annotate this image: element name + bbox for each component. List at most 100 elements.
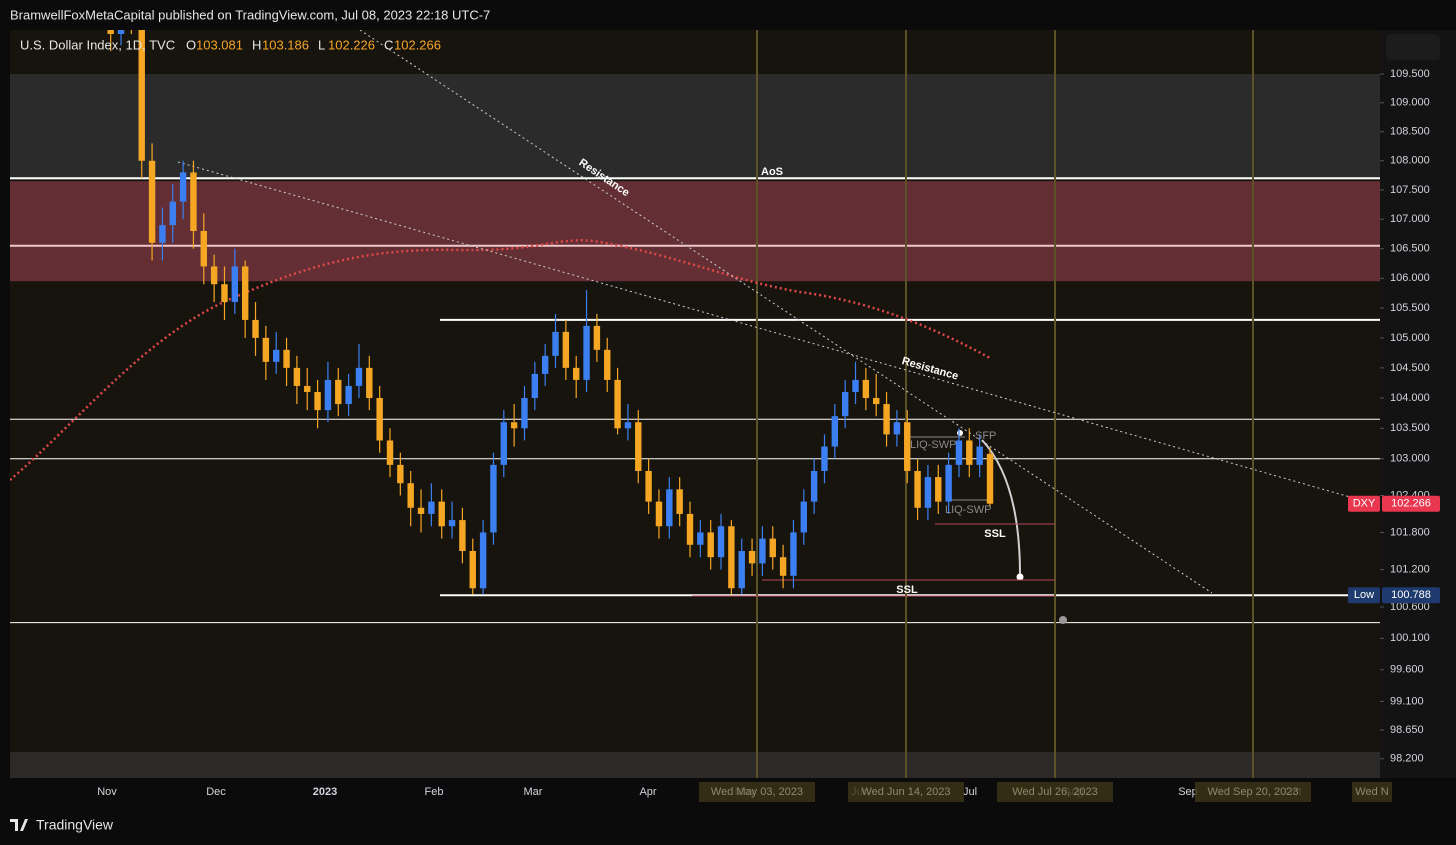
trendline — [177, 161, 1351, 498]
brand: TradingView — [36, 817, 114, 833]
candle-body — [273, 349, 280, 362]
candle-body — [769, 538, 776, 558]
y-tick-label: 98.650 — [1390, 724, 1424, 736]
candle-body — [852, 379, 859, 392]
annotation: AoS — [761, 166, 783, 178]
y-tick-label: 101.200 — [1390, 563, 1430, 575]
x-tick-label: 2023 — [313, 786, 337, 798]
candle-body — [448, 520, 456, 527]
candle-body — [935, 477, 942, 502]
candle-body — [914, 470, 921, 508]
candle-body — [810, 470, 818, 502]
candle-body — [697, 532, 704, 545]
x-tick-label: Feb — [425, 786, 444, 798]
price-badge-label: DXY — [1353, 498, 1376, 510]
ohlc-key: H — [252, 37, 261, 52]
candle-body — [748, 550, 756, 564]
candle-body — [873, 398, 880, 405]
candle-body — [500, 422, 507, 465]
y-tick-label: 109.000 — [1390, 97, 1430, 109]
candle-body — [717, 526, 725, 558]
candle-body — [738, 550, 745, 589]
price-badge-value: 100.788 — [1391, 589, 1431, 601]
candle-body — [376, 398, 383, 441]
y-tick-label: 100.100 — [1390, 632, 1430, 644]
y-tick-label: 100.600 — [1390, 601, 1430, 613]
candle-body — [707, 532, 714, 558]
candle-body — [262, 337, 270, 362]
candle-body — [252, 319, 259, 338]
trendline — [359, 30, 1213, 594]
candle-body — [459, 520, 466, 551]
sfp-point — [957, 430, 963, 436]
candle-body — [583, 325, 590, 380]
candle-body — [531, 373, 539, 399]
candle-body — [179, 172, 187, 202]
ohlc-value: 103.081 — [196, 37, 243, 52]
candle-body — [335, 379, 342, 405]
candle-body — [976, 446, 983, 465]
x-tick-label: Dec — [206, 786, 226, 798]
candle-body — [231, 266, 239, 303]
projection-arrow — [981, 439, 1021, 576]
candle-body — [831, 416, 839, 447]
publisher: BramwellFoxMetaCapital published on Trad… — [10, 7, 490, 22]
candle-body — [324, 379, 332, 411]
candle-body — [645, 470, 652, 502]
candle-body — [966, 440, 973, 465]
date-badge-bg — [699, 782, 815, 802]
candle-body — [841, 391, 849, 417]
candle-body — [521, 398, 528, 429]
price-badge-label-bg — [1348, 495, 1380, 512]
axis-button[interactable] — [1386, 34, 1440, 60]
candle-body — [469, 550, 476, 589]
candle-body — [986, 453, 994, 504]
candle-body — [200, 231, 207, 267]
candle-body — [221, 284, 228, 303]
y-tick-label: 106.500 — [1390, 243, 1430, 255]
date-badge-bg — [1352, 782, 1392, 802]
upper-band — [10, 74, 1380, 180]
candle-body — [759, 538, 766, 564]
candle-body — [593, 325, 601, 350]
candle-body — [562, 331, 570, 368]
price-badge — [1382, 587, 1440, 604]
candle-body — [604, 349, 611, 380]
candle-body — [107, 30, 114, 34]
price-badge-label: Low — [1354, 589, 1374, 601]
y-tick-label: 104.000 — [1390, 392, 1430, 404]
candle-body — [407, 483, 414, 508]
price-badge — [1382, 495, 1440, 512]
ohlc-key: C — [384, 37, 393, 52]
candle-body — [624, 422, 632, 429]
candle-body — [666, 489, 673, 527]
candle-body — [945, 464, 952, 502]
price-badge-label-bg — [1348, 587, 1380, 604]
candle-body — [490, 464, 497, 533]
candles-layer — [107, 30, 994, 595]
ohlc-key: L — [318, 37, 325, 52]
date-badge: Wed Sep 20, 2023 — [1208, 786, 1299, 798]
date-badge: Wed Jul 26, 2023 — [1012, 786, 1097, 798]
y-tick-label: 103.500 — [1390, 422, 1430, 434]
candle-body — [345, 385, 352, 405]
candle-body — [893, 422, 901, 435]
candle-body — [686, 513, 694, 545]
symbol-title: U.S. Dollar Index, 1D, TVC — [20, 37, 175, 52]
x-tick-label: Sep — [1178, 786, 1198, 798]
candle-body — [883, 404, 890, 435]
candle-body — [428, 501, 435, 514]
ohlc-value: 102.266 — [394, 37, 441, 52]
candle-body — [438, 501, 445, 527]
candle-body — [924, 477, 932, 508]
x-tick-label: Nov — [97, 786, 117, 798]
candle-body — [614, 379, 621, 429]
candle-body — [241, 266, 249, 320]
candle-body — [314, 391, 321, 411]
annotation: SFP — [975, 430, 996, 442]
candle-body — [159, 225, 166, 243]
candle-body — [541, 355, 549, 374]
y-tick-label: 105.500 — [1390, 302, 1430, 314]
date-badge: Wed N — [1355, 786, 1388, 798]
y-tick-label: 106.000 — [1390, 272, 1430, 284]
